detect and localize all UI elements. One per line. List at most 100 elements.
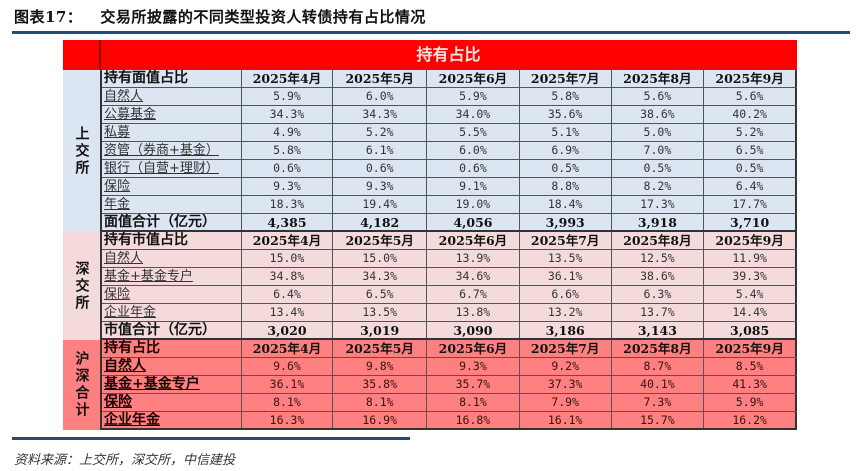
group-label-szse: 深交所 (63, 232, 100, 340)
month-header: 2025年4月 (242, 70, 334, 87)
value-cell: 19.4% (333, 196, 428, 213)
row-label: 基金+基金专户 (102, 268, 242, 285)
value-cell: 5.4% (704, 286, 797, 303)
row-label: 持有面值占比 (102, 70, 242, 87)
value-cell: 7.0% (612, 142, 705, 159)
row-label: 自然人 (102, 250, 242, 267)
value-cell: 8.1% (427, 394, 520, 411)
value-cell: 13.7% (612, 304, 705, 321)
value-cell: 0.6% (333, 160, 428, 177)
table-header-row: 持有面值占比 2025年4月 2025年5月 2025年6月 2025年7月 2… (102, 70, 797, 88)
total-cell: 3,993 (520, 214, 612, 230)
table-row: 私募 4.9% 5.2% 5.5% 5.1% 5.0% 5.2% (102, 124, 797, 142)
value-cell: 9.3% (427, 358, 520, 375)
month-header: 2025年4月 (242, 232, 334, 249)
value-cell: 19.0% (427, 196, 520, 213)
total-cell: 3,019 (333, 322, 428, 338)
value-cell: 40.2% (704, 106, 797, 123)
table-row: 基金+基金专户 36.1% 35.8% 35.7% 37.3% 40.1% 41… (102, 376, 797, 394)
total-cell: 3,085 (704, 322, 797, 338)
month-header: 2025年7月 (520, 70, 612, 87)
section-szse: 深交所 持有市值占比 2025年4月 2025年5月 2025年6月 2025年… (63, 232, 797, 340)
month-header: 2025年8月 (612, 232, 705, 249)
value-cell: 34.3% (333, 268, 428, 285)
table-row: 资管（券商+基金） 5.8% 6.1% 6.0% 6.9% 7.0% 6.5% (102, 142, 797, 160)
row-label: 企业年金 (102, 304, 242, 321)
group-label-combined: 沪深合计 (63, 340, 100, 430)
value-cell: 36.1% (242, 376, 334, 393)
table-row: 银行（自营+理财） 0.6% 0.6% 0.6% 0.5% 0.5% 0.5% (102, 160, 797, 178)
value-cell: 15.0% (333, 250, 428, 267)
value-cell: 17.3% (612, 196, 705, 213)
value-cell: 0.5% (612, 160, 705, 177)
table-row: 保险 8.1% 8.1% 8.1% 7.9% 7.3% 5.9% (102, 394, 797, 412)
value-cell: 5.8% (242, 142, 334, 159)
row-label: 年金 (102, 196, 242, 213)
value-cell: 34.3% (333, 106, 428, 123)
total-cell: 3,143 (612, 322, 705, 338)
table-row: 保险 9.3% 9.3% 9.1% 8.8% 8.2% 6.4% (102, 178, 797, 196)
row-label: 持有占比 (102, 340, 242, 357)
source-note: 资料来源：上交所，深交所，中信建投 (14, 453, 236, 468)
value-cell: 6.5% (704, 142, 797, 159)
value-cell: 9.3% (242, 178, 334, 195)
row-label: 资管（券商+基金） (102, 142, 242, 159)
value-cell: 4.9% (242, 124, 334, 141)
value-cell: 5.6% (612, 88, 705, 105)
month-header: 2025年9月 (704, 232, 797, 249)
value-cell: 35.8% (333, 376, 428, 393)
value-cell: 6.5% (333, 286, 428, 303)
value-cell: 16.9% (333, 412, 428, 428)
value-cell: 14.4% (704, 304, 797, 321)
value-cell: 6.0% (333, 88, 428, 105)
month-header: 2025年9月 (704, 340, 797, 357)
value-cell: 41.3% (704, 376, 797, 393)
value-cell: 7.3% (612, 394, 705, 411)
month-header: 2025年4月 (242, 340, 334, 357)
value-cell: 0.6% (242, 160, 334, 177)
row-label: 自然人 (102, 88, 242, 105)
value-cell: 39.3% (704, 268, 797, 285)
row-label: 私募 (102, 124, 242, 141)
sse-grid: 持有面值占比 2025年4月 2025年5月 2025年6月 2025年7月 2… (100, 70, 797, 232)
combined-grid: 持有占比 2025年4月 2025年5月 2025年6月 2025年7月 202… (100, 340, 797, 430)
value-cell: 16.1% (520, 412, 612, 428)
value-cell: 8.5% (704, 358, 797, 375)
value-cell: 37.3% (520, 376, 612, 393)
banner-title: 持有占比 (416, 45, 481, 64)
month-header: 2025年9月 (704, 70, 797, 87)
row-label: 保险 (102, 394, 242, 411)
value-cell: 15.7% (612, 412, 705, 428)
total-cell: 3,918 (612, 214, 705, 230)
value-cell: 13.8% (427, 304, 520, 321)
value-cell: 5.9% (242, 88, 334, 105)
month-header: 2025年5月 (333, 70, 428, 87)
row-label: 保险 (102, 286, 242, 303)
value-cell: 6.0% (427, 142, 520, 159)
value-cell: 16.8% (427, 412, 520, 428)
total-cell: 3,020 (242, 322, 334, 338)
month-header: 2025年5月 (333, 340, 428, 357)
total-cell: 4,385 (242, 214, 334, 230)
month-header: 2025年5月 (333, 232, 428, 249)
value-cell: 16.3% (242, 412, 334, 428)
value-cell: 13.5% (333, 304, 428, 321)
value-cell: 6.6% (520, 286, 612, 303)
row-label: 银行（自营+理财） (102, 160, 242, 177)
value-cell: 36.1% (520, 268, 612, 285)
row-label: 持有市值占比 (102, 232, 242, 249)
value-cell: 35.7% (427, 376, 520, 393)
value-cell: 13.4% (242, 304, 334, 321)
value-cell: 8.2% (612, 178, 705, 195)
total-cell: 3,186 (520, 322, 612, 338)
value-cell: 35.6% (520, 106, 612, 123)
table-row: 年金 18.3% 19.4% 19.0% 18.4% 17.3% 17.7% (102, 196, 797, 214)
table-row: 自然人 15.0% 15.0% 13.9% 13.5% 12.5% 11.9% (102, 250, 797, 268)
table-row: 公募基金 34.3% 34.3% 34.0% 35.6% 38.6% 40.2% (102, 106, 797, 124)
value-cell: 18.3% (242, 196, 334, 213)
source-divider (12, 437, 410, 440)
table-banner: 持有占比 (63, 40, 797, 70)
figure-title-text: 交易所披露的不同类型投资人转债持有占比情况 (100, 8, 426, 26)
table-row: 自然人 9.6% 9.8% 9.3% 9.2% 8.7% 8.5% (102, 358, 797, 376)
row-label: 公募基金 (102, 106, 242, 123)
